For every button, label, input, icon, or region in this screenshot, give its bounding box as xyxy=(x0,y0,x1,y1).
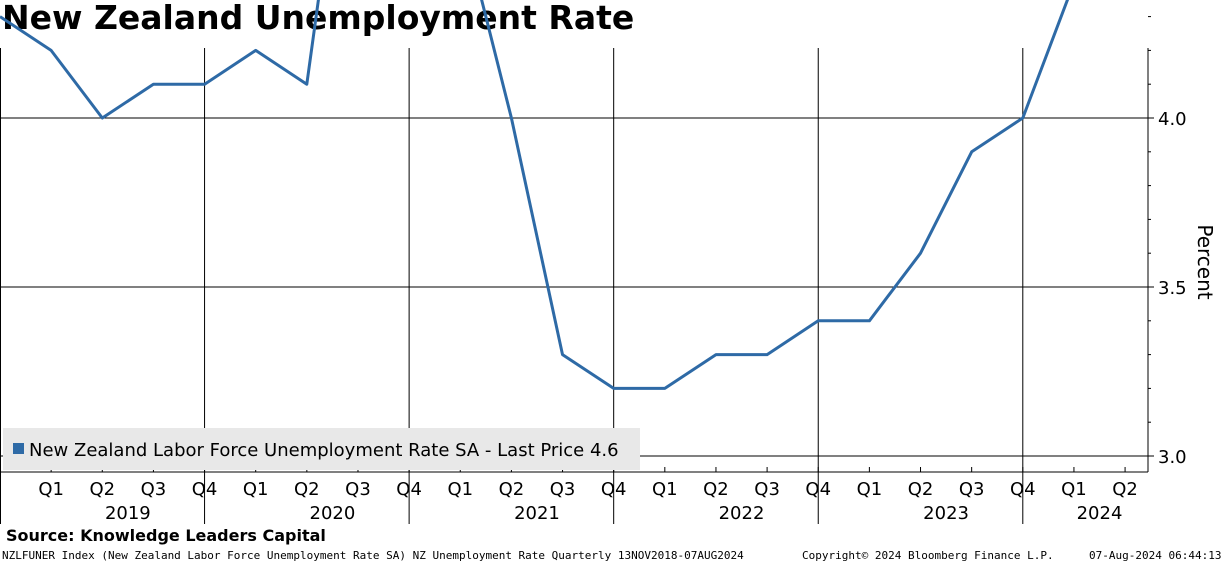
x-quarter-label: Q3 xyxy=(550,479,576,500)
x-quarter-label: Q3 xyxy=(959,479,985,500)
x-year-label: 2020 xyxy=(310,503,356,524)
x-quarter-label: Q1 xyxy=(243,479,269,500)
x-quarter-label: Q2 xyxy=(908,479,934,500)
x-year-label: 2019 xyxy=(105,503,151,524)
x-quarter-label: Q4 xyxy=(1010,479,1036,500)
footer-copyright: Copyright© 2024 Bloomberg Finance L.P. xyxy=(802,549,1054,562)
x-year-label: 2024 xyxy=(1077,503,1123,524)
x-quarter-label: Q1 xyxy=(38,479,64,500)
x-quarter-label: Q1 xyxy=(447,479,473,500)
x-quarter-label: Q3 xyxy=(754,479,780,500)
x-year-label: 2021 xyxy=(514,503,560,524)
x-quarter-label: Q2 xyxy=(703,479,729,500)
x-quarter-label: Q1 xyxy=(652,479,678,500)
x-quarter-label: Q4 xyxy=(805,479,831,500)
x-quarter-label: Q4 xyxy=(192,479,218,500)
x-quarter-label: Q2 xyxy=(1112,479,1138,500)
legend-box xyxy=(3,428,640,470)
x-quarter-label: Q1 xyxy=(1061,479,1087,500)
footer-index-description: NZLFUNER Index (New Zealand Labor Force … xyxy=(2,549,744,562)
x-quarter-label: Q4 xyxy=(396,479,422,500)
legend-label: New Zealand Labor Force Unemployment Rat… xyxy=(29,440,619,461)
y-tick-label: 4.0 xyxy=(1158,109,1187,130)
legend-swatch xyxy=(13,443,24,454)
x-quarter-label: Q3 xyxy=(141,479,167,500)
x-quarter-label: Q2 xyxy=(499,479,525,500)
source-note: Source: Knowledge Leaders Capital xyxy=(6,526,326,545)
legend: New Zealand Labor Force Unemployment Rat… xyxy=(3,428,640,470)
y-tick-label: 3.0 xyxy=(1158,447,1187,468)
series-line-layer xyxy=(0,0,1070,390)
x-quarter-label: Q2 xyxy=(294,479,320,500)
x-quarter-label: Q2 xyxy=(89,479,115,500)
footer-timestamp: 07-Aug-2024 06:44:13 xyxy=(1089,549,1222,562)
y-axis-label: Percent xyxy=(1193,224,1217,299)
y-tick-label: 3.5 xyxy=(1158,278,1187,299)
axes: 5.04.54.03.53.0Q1Q2Q3Q4Q1Q2Q3Q4Q1Q2Q3Q4Q… xyxy=(0,16,1217,524)
x-quarter-label: Q3 xyxy=(345,479,371,500)
series-line xyxy=(0,0,1070,390)
x-year-label: 2023 xyxy=(923,503,969,524)
x-quarter-label: Q1 xyxy=(857,479,883,500)
x-quarter-label: Q4 xyxy=(601,479,627,500)
x-year-label: 2022 xyxy=(719,503,765,524)
